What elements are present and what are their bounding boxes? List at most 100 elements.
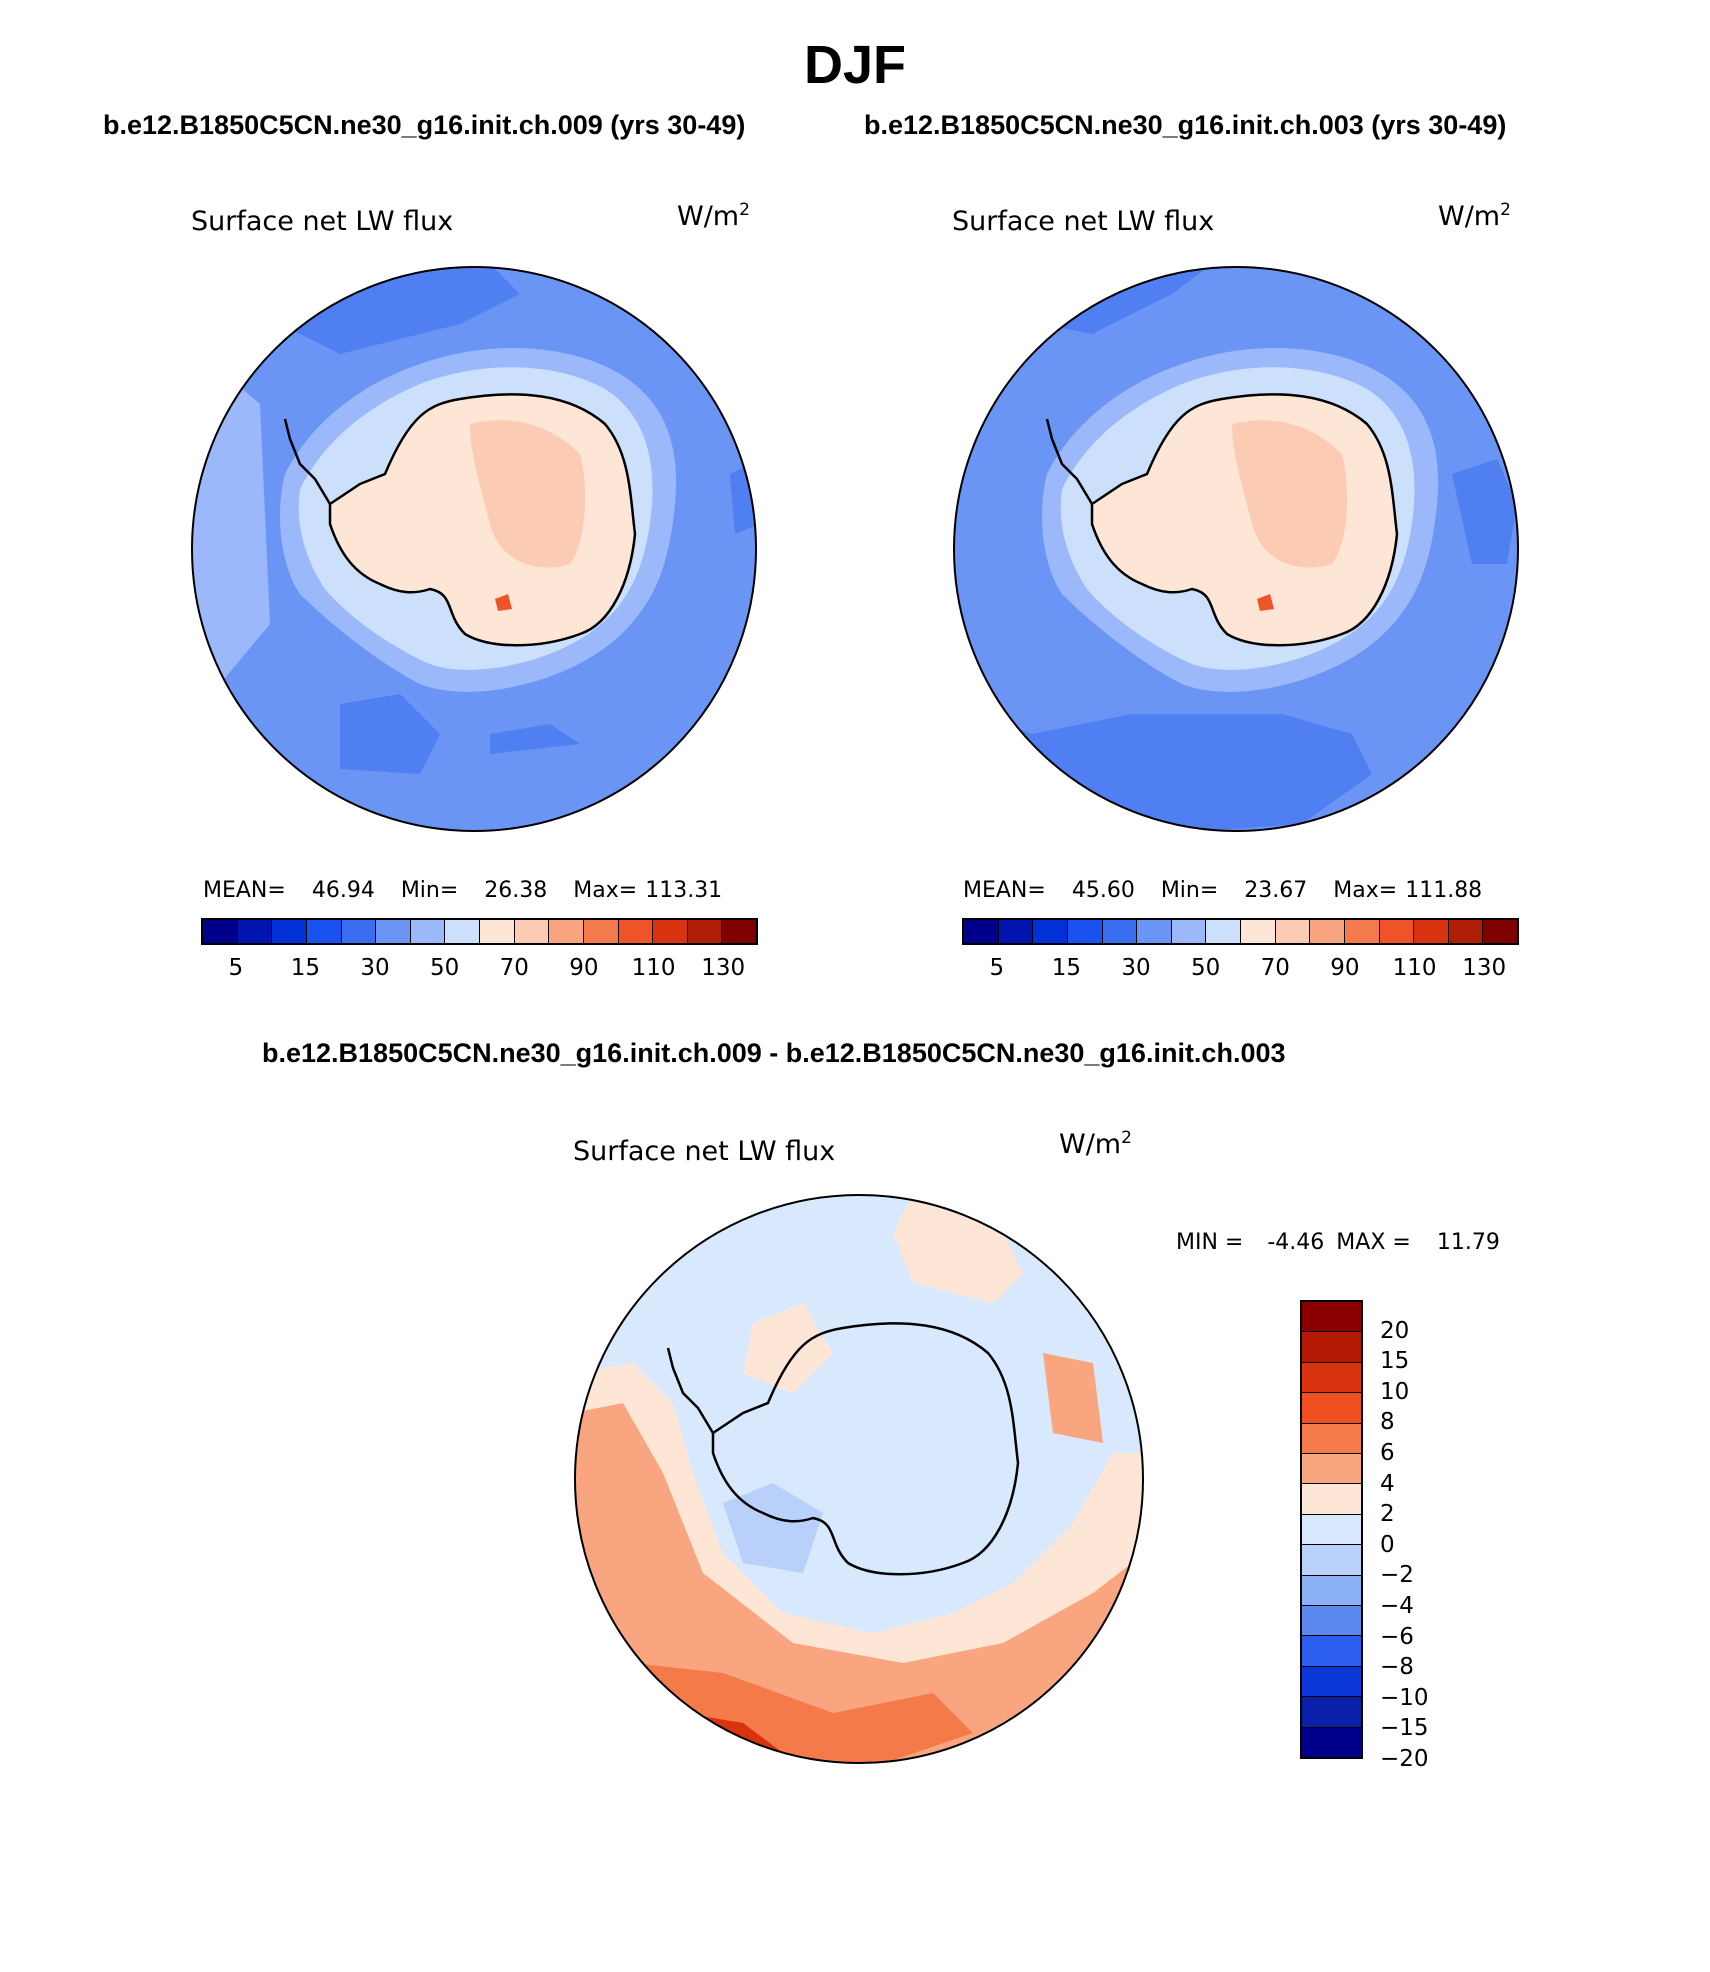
diff-polar-map [574,1194,1144,1764]
colorbar-tick-label: −4 [1380,1592,1414,1619]
colorbar-tick-label: 50 [1191,955,1221,981]
colorbar-swatch [722,920,756,943]
colorbar-tick-label: 110 [1392,955,1437,981]
colorbar-tick-label: 0 [1380,1531,1395,1558]
diff-positive-east [1043,1353,1103,1443]
colorbar-swatch [1302,1636,1361,1667]
colorbar-swatch [1275,920,1311,943]
left-coastline [328,393,637,647]
right-antarctica-interior [1232,420,1348,568]
diff-variable-label: Surface net LW flux [573,1136,836,1167]
colorbar-swatch [1344,920,1380,943]
diff-minmax: MIN = -4.46 MAX = 11.79 [1176,1230,1500,1255]
colorbar-swatch [583,920,619,943]
colorbar-swatch [1241,920,1276,943]
colorbar-tick-label: 90 [569,955,599,981]
right-colorbar-ticks: 5 15 30 50 70 90 110 130 [962,955,1519,985]
colorbar-tick-label: 130 [701,955,746,981]
left-hotspot [495,594,512,611]
right-units: W/m2 [1438,200,1511,232]
colorbar-swatch [341,920,377,943]
colorbar-tick-label: 20 [1380,1317,1410,1344]
colorbar-swatch [964,920,999,943]
left-colorbar-ticks: 5 15 30 50 70 90 110 130 [201,955,758,985]
diff-positive-peninsula [743,1303,833,1393]
colorbar-swatch [1302,1393,1361,1424]
right-colorbar [962,918,1519,945]
colorbar-swatch [998,920,1034,943]
colorbar-swatch [237,920,273,943]
right-coastline [1090,393,1399,647]
colorbar-swatch [687,920,723,943]
colorbar-swatch [1033,920,1068,943]
colorbar-swatch [410,920,446,943]
left-case-title: b.e12.B1850C5CN.ne30_g16.init.ch.009 (yr… [103,110,746,140]
colorbar-swatch [1302,1545,1361,1576]
colorbar-tick-label: 70 [1260,955,1290,981]
colorbar-swatch [618,920,654,943]
right-case-title: b.e12.B1850C5CN.ne30_g16.init.ch.003 (yr… [864,110,1507,140]
right-stats: MEAN= 45.60 Min= 23.67 Max= 111.88 [963,878,1483,903]
colorbar-swatch [1302,1727,1361,1758]
colorbar-swatch [514,920,550,943]
colorbar-swatch [1414,920,1449,943]
colorbar-swatch [1302,1332,1361,1363]
colorbar-swatch [1171,920,1207,943]
colorbar-tick-label: −8 [1380,1654,1414,1681]
left-units: W/m2 [677,200,750,232]
colorbar-swatch [1302,1484,1361,1515]
diff-title: b.e12.B1850C5CN.ne30_g16.init.ch.009 - b… [262,1038,1286,1068]
colorbar-swatch [203,920,238,943]
diff-coastline [711,1322,1020,1576]
colorbar-tick-label: 15 [290,955,321,981]
colorbar-swatch [1302,1666,1361,1698]
colorbar-swatch [1067,920,1103,943]
colorbar-swatch [1137,920,1172,943]
diff-units: W/m2 [1059,1128,1132,1160]
colorbar-swatch [445,920,480,943]
colorbar-swatch [549,920,584,943]
diff-colorbar-ticks: 20 15 10 8 6 4 2 0 −2 −4 −6 −8 −10 −15 −20 [1380,1300,1460,1772]
left-antarctica-interior [470,420,586,568]
colorbar-tick-label: 90 [1330,955,1360,981]
colorbar-swatch [1310,920,1345,943]
colorbar-swatch [1302,1514,1361,1546]
colorbar-tick-label: 70 [499,955,529,981]
figure-title: DJF [803,35,906,95]
colorbar-tick-label: 6 [1380,1439,1395,1466]
colorbar-swatch [1448,920,1484,943]
colorbar-swatch [1302,1575,1361,1607]
colorbar-swatch [272,920,307,943]
left-ocean-patch-south [340,694,440,774]
left-stats: MEAN= 46.94 Min= 26.38 Max= 113.31 [203,878,723,903]
colorbar-tick-label: 50 [430,955,460,981]
colorbar-tick-label: 15 [1380,1348,1410,1375]
colorbar-swatch [1302,1454,1361,1485]
right-hotspot [1257,594,1274,611]
colorbar-tick-label: 30 [360,955,390,981]
colorbar-tick-label: −15 [1380,1715,1429,1742]
colorbar-tick-label: 2 [1380,1501,1395,1528]
colorbar-swatch [1302,1302,1361,1333]
left-ocean-patch-south2 [490,724,580,754]
colorbar-swatch [480,920,515,943]
colorbar-swatch [306,920,342,943]
colorbar-tick-label: 5 [989,955,1005,981]
colorbar-tick-label: −20 [1380,1746,1429,1772]
colorbar-tick-label: −10 [1380,1684,1429,1711]
colorbar-tick-label: 10 [1380,1378,1410,1405]
colorbar-tick-label: 8 [1380,1409,1395,1436]
colorbar-swatch [1102,920,1138,943]
right-peninsula [1045,418,1094,505]
right-polar-map [953,266,1519,832]
colorbar-swatch [376,920,411,943]
left-colorbar [201,918,758,945]
colorbar-swatch [1302,1606,1361,1637]
colorbar-tick-label: 15 [1051,955,1082,981]
colorbar-swatch [653,920,688,943]
colorbar-swatch [1302,1362,1361,1394]
colorbar-swatch [1379,920,1415,943]
colorbar-tick-label: −2 [1380,1562,1414,1589]
colorbar-tick-label: 110 [631,955,676,981]
colorbar-swatch [1302,1423,1361,1455]
